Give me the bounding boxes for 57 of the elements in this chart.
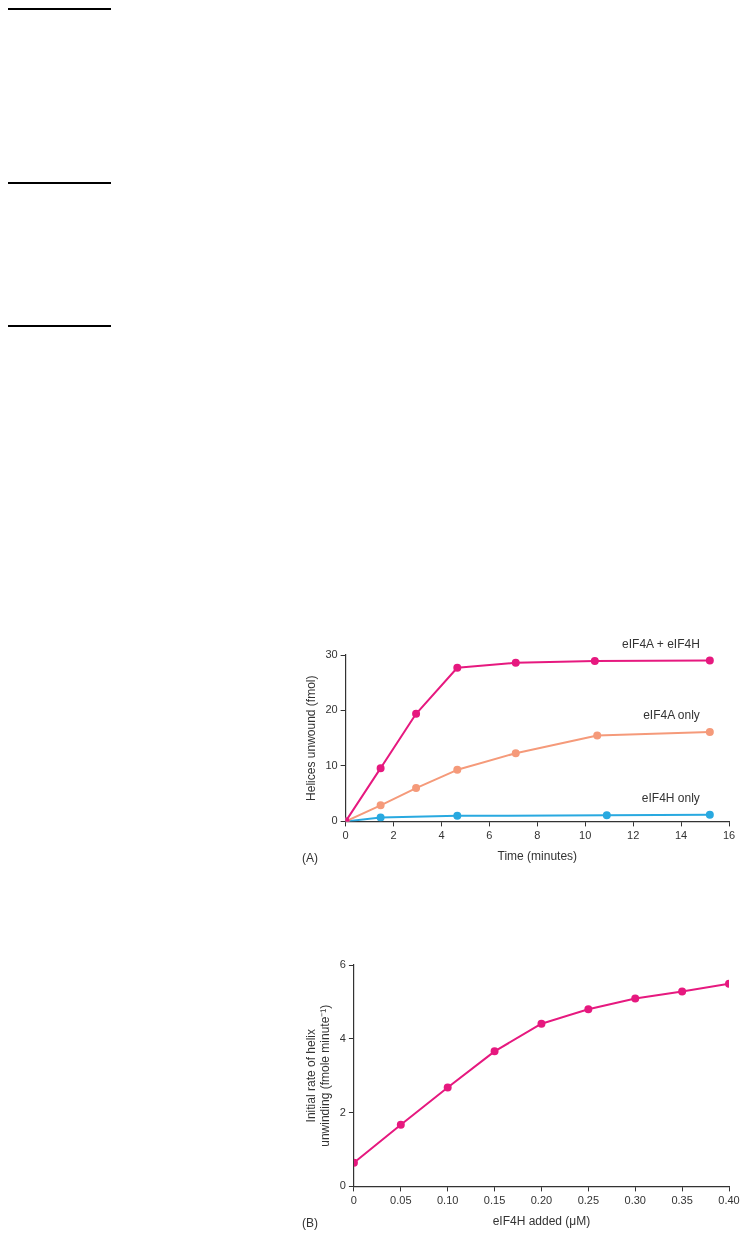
y-tick-label: 6	[339, 958, 346, 971]
point	[453, 663, 462, 672]
point	[590, 657, 599, 666]
y-axis-title: Initial rate of helix unwinding (fmole minute⁻¹)	[303, 1004, 332, 1147]
point	[412, 709, 421, 718]
x-tick-label: 0.35	[671, 1194, 693, 1207]
y-tick-label: 4	[339, 1031, 346, 1044]
point	[705, 728, 714, 737]
point	[490, 1047, 499, 1056]
x-tick-label: 0.30	[624, 1194, 646, 1207]
y-tick-label: 0	[339, 1179, 346, 1192]
x-tick-label: 12	[627, 829, 640, 842]
series-label: eIF4H only	[641, 791, 700, 806]
text: (A)	[302, 851, 318, 866]
point	[412, 784, 421, 793]
x-tick-label: 6	[486, 829, 493, 842]
x-tick-label: 4	[438, 829, 445, 842]
x-tick-label: 0	[350, 1194, 357, 1207]
point	[453, 811, 462, 820]
point	[396, 1120, 405, 1129]
point	[376, 813, 385, 822]
point	[602, 811, 611, 820]
x-tick-label: 16	[722, 829, 736, 842]
point	[705, 656, 714, 665]
point	[511, 658, 520, 667]
point	[678, 987, 687, 996]
text: (B)	[302, 1216, 318, 1231]
series-label: eIF4A only	[643, 708, 700, 723]
point	[376, 801, 385, 810]
y-tick-label: 10	[325, 758, 338, 771]
point	[376, 764, 385, 773]
x-tick-label: 2	[390, 829, 397, 842]
x-tick-label: 0.25	[577, 1194, 600, 1207]
y-tick-label: 2	[339, 1105, 346, 1118]
y-tick-label: 0	[331, 814, 338, 827]
x-tick-label: 0.05	[390, 1194, 412, 1207]
y-tick-label: 30	[325, 648, 338, 661]
x-tick-label: 8	[534, 829, 541, 842]
y-tick-label: 20	[325, 703, 338, 716]
x-tick-label: 0.10	[436, 1194, 459, 1207]
x-tick-label: 14	[674, 829, 688, 842]
point	[584, 1005, 593, 1014]
point	[453, 765, 462, 774]
point	[537, 1019, 546, 1028]
x-axis-title: Time (minutes)	[497, 849, 578, 864]
point	[593, 731, 602, 740]
x-axis-title: eIF4H added (μM)	[492, 1214, 591, 1229]
y-axis-title: Helices unwound (fmol)	[303, 675, 318, 801]
point	[443, 1083, 452, 1092]
series-label: eIF4A + eIF4H	[622, 636, 700, 651]
x-tick-label: 0.20	[530, 1194, 553, 1207]
point	[511, 749, 520, 758]
x-tick-label: 0.15	[483, 1194, 506, 1207]
x-tick-label: 0.40	[718, 1194, 740, 1207]
point	[705, 810, 714, 819]
point	[631, 994, 640, 1003]
x-tick-label: 10	[579, 829, 592, 842]
